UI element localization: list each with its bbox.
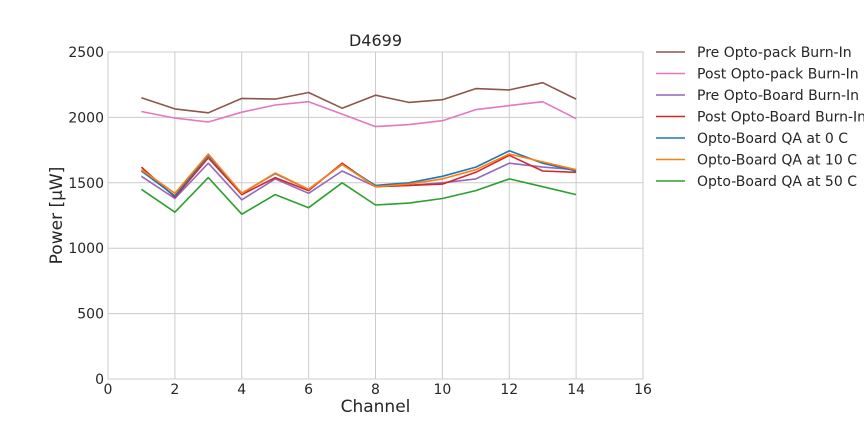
series-line [140, 150, 577, 197]
legend-label: Pre Opto-Board Burn-In [697, 88, 859, 104]
x-tick-label: 16 [634, 382, 652, 398]
y-tick-label: 0 [95, 372, 104, 388]
y-tick-labels: 0 500 1000 1500 2000 2500 [68, 45, 104, 388]
legend-label: Post Opto-pack Burn-In [697, 67, 859, 83]
grid [107, 51, 644, 380]
x-tick-label: 10 [433, 382, 451, 398]
legend-label: Opto-Board QA at 10 C [697, 153, 857, 169]
x-tick-label: 4 [237, 382, 246, 398]
y-tick-label: 500 [77, 307, 104, 323]
y-axis-label: Power [μW] [47, 167, 67, 265]
x-tick-label: 14 [567, 382, 585, 398]
y-tick-label: 2500 [68, 45, 104, 61]
x-axis-label: Channel [341, 397, 411, 417]
series-lines [140, 81, 577, 215]
plot-frame [107, 51, 644, 380]
legend: Pre Opto-pack Burn-In Post Opto-pack Burn… [656, 45, 864, 190]
legend-label: Post Opto-Board Burn-In [697, 110, 864, 126]
x-tick-label: 12 [500, 382, 518, 398]
x-tick-labels: 0 2 4 6 8 10 12 14 16 [104, 382, 652, 398]
series-line [141, 81, 577, 114]
legend-label: Pre Opto-pack Burn-In [697, 45, 852, 61]
y-tick-label: 1000 [68, 241, 104, 257]
series-line [141, 100, 577, 128]
series-line [140, 176, 577, 215]
y-tick-label: 1500 [68, 176, 104, 192]
chart-title: D4699 [349, 31, 402, 50]
legend-label: Opto-Board QA at 50 C [697, 174, 857, 190]
x-tick-label: 0 [104, 382, 113, 398]
x-tick-label: 2 [170, 382, 179, 398]
series-line [140, 162, 577, 201]
x-tick-label: 8 [371, 382, 380, 398]
x-tick-label: 6 [304, 382, 313, 398]
y-tick-label: 2000 [68, 110, 104, 126]
series-line [140, 153, 577, 195]
legend-label: Opto-Board QA at 0 C [697, 131, 848, 147]
